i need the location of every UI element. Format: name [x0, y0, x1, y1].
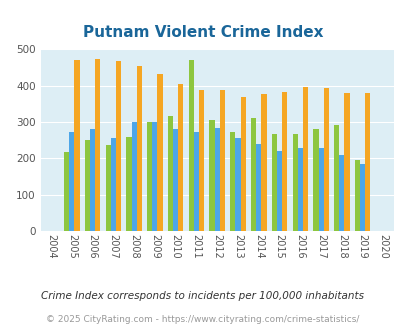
- Bar: [235, 138, 240, 231]
- Bar: [193, 132, 198, 231]
- Bar: [147, 122, 152, 231]
- Bar: [116, 61, 121, 231]
- Bar: [126, 137, 131, 231]
- Bar: [69, 132, 74, 231]
- Bar: [95, 59, 100, 231]
- Bar: [313, 129, 318, 231]
- Bar: [152, 122, 157, 231]
- Bar: [354, 160, 359, 231]
- Bar: [157, 74, 162, 231]
- Bar: [214, 127, 219, 231]
- Bar: [302, 86, 307, 231]
- Bar: [198, 90, 204, 231]
- Bar: [281, 92, 287, 231]
- Bar: [131, 122, 136, 231]
- Bar: [250, 118, 256, 231]
- Bar: [276, 151, 281, 231]
- Bar: [167, 116, 173, 231]
- Bar: [292, 134, 297, 231]
- Bar: [219, 90, 224, 231]
- Bar: [178, 84, 183, 231]
- Bar: [333, 125, 339, 231]
- Text: Crime Index corresponds to incidents per 100,000 inhabitants: Crime Index corresponds to incidents per…: [41, 291, 364, 301]
- Bar: [90, 129, 95, 231]
- Bar: [111, 138, 116, 231]
- Text: © 2025 CityRating.com - https://www.cityrating.com/crime-statistics/: © 2025 CityRating.com - https://www.city…: [46, 315, 359, 324]
- Bar: [359, 164, 364, 231]
- Bar: [297, 148, 302, 231]
- Bar: [240, 97, 245, 231]
- Bar: [136, 66, 141, 231]
- Bar: [271, 134, 276, 231]
- Bar: [188, 60, 193, 231]
- Bar: [64, 152, 69, 231]
- Bar: [256, 144, 261, 231]
- Bar: [323, 88, 328, 231]
- Bar: [339, 155, 343, 231]
- Bar: [261, 94, 266, 231]
- Text: Putnam Violent Crime Index: Putnam Violent Crime Index: [83, 25, 322, 40]
- Bar: [85, 140, 90, 231]
- Bar: [173, 129, 178, 231]
- Bar: [105, 145, 111, 231]
- Bar: [209, 120, 214, 231]
- Bar: [74, 60, 79, 231]
- Bar: [318, 148, 323, 231]
- Bar: [343, 93, 349, 231]
- Bar: [364, 93, 369, 231]
- Bar: [230, 132, 235, 231]
